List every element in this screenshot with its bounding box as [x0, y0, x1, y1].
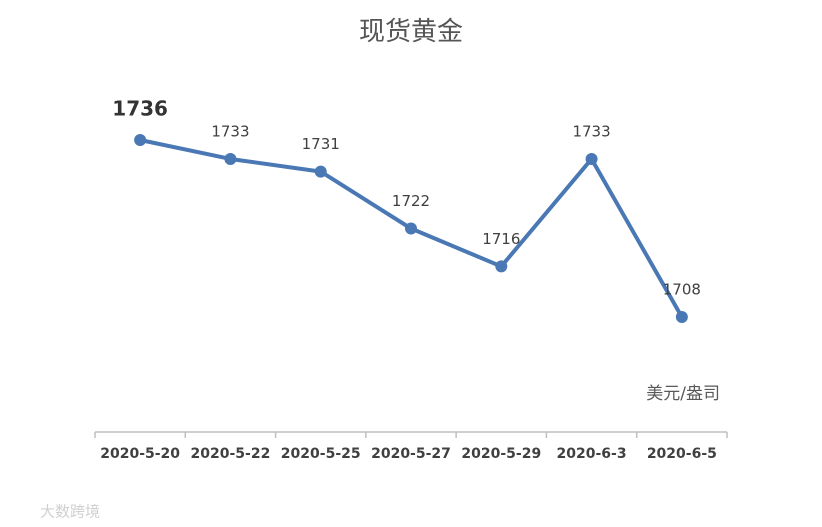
- x-tick-label: 2020-5-29: [461, 446, 541, 462]
- x-tick-label: 2020-5-20: [100, 446, 180, 462]
- data-label: 1731: [302, 135, 340, 153]
- x-tick-label: 2020-6-5: [647, 446, 717, 462]
- point: [134, 134, 147, 146]
- x-tick-label: 2020-6-3: [557, 446, 627, 462]
- point: [585, 152, 598, 165]
- point: [314, 165, 327, 178]
- data-label: 1716: [482, 230, 520, 248]
- point: [405, 222, 417, 235]
- x-tick-label: 2020-5-22: [191, 446, 271, 462]
- data-label: 1736: [112, 97, 168, 121]
- unit-label: 美元/盎司: [646, 384, 720, 404]
- point: [224, 152, 237, 165]
- x-tick-label: 2020-5-27: [371, 446, 451, 462]
- data-label: 1708: [663, 281, 701, 299]
- watermark: 大数跨境: [40, 503, 100, 521]
- point: [675, 311, 688, 323]
- data-label: 1733: [211, 122, 249, 140]
- chart-title: 现货黄金: [359, 17, 463, 47]
- data-label: 1733: [572, 122, 610, 140]
- x-tick-label: 2020-5-25: [281, 446, 361, 462]
- point: [495, 260, 508, 273]
- data-label: 1722: [392, 192, 430, 210]
